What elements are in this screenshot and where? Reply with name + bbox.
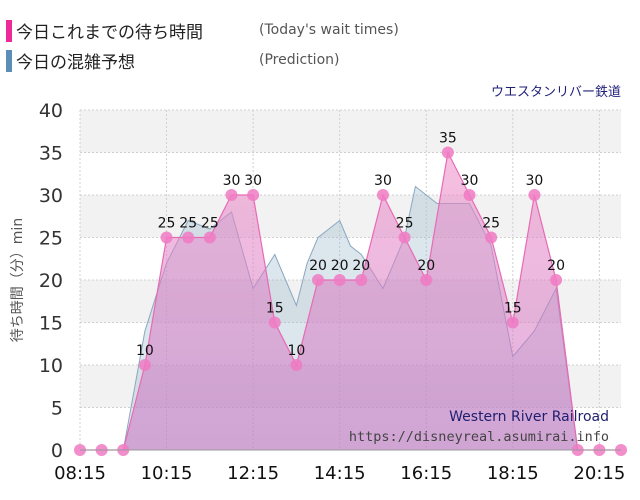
data-label: 10 xyxy=(287,343,305,359)
legend-actual-en: (Today's wait times) xyxy=(259,22,399,38)
actual-point xyxy=(290,359,303,371)
plot-band xyxy=(80,152,621,195)
x-tick-label: 10:15 xyxy=(141,463,193,484)
watermark-site-url: https://disneyreal.asumirai.info xyxy=(349,429,609,445)
data-label: 25 xyxy=(179,216,197,232)
data-label: 20 xyxy=(331,258,349,274)
data-label: 15 xyxy=(504,301,522,317)
actual-point xyxy=(333,274,346,286)
actual-point xyxy=(376,189,389,201)
x-tick-label: 14:15 xyxy=(314,463,366,484)
actual-point xyxy=(312,274,325,286)
data-label: 25 xyxy=(158,216,176,232)
data-label: 35 xyxy=(439,131,457,147)
legend-prediction: 今日の混雑予想 xyxy=(6,48,135,73)
data-label: 20 xyxy=(547,258,565,274)
y-tick-label: 5 xyxy=(51,398,63,420)
actual-point xyxy=(138,359,151,371)
legend-actual: 今日これまでの待ち時間 xyxy=(6,18,203,43)
actual-point xyxy=(203,231,216,244)
data-label: 25 xyxy=(482,216,500,232)
x-tick-label: 18:15 xyxy=(487,463,539,484)
data-label: 25 xyxy=(396,216,414,232)
plot-band xyxy=(80,110,621,153)
actual-point xyxy=(268,316,281,329)
data-label: 20 xyxy=(352,258,370,274)
x-tick-label: 20:15 xyxy=(573,463,625,484)
y-tick-label: 40 xyxy=(39,100,63,122)
actual-point xyxy=(225,189,238,201)
data-label: 15 xyxy=(266,301,284,317)
actual-point xyxy=(463,189,476,201)
y-tick-label: 25 xyxy=(39,228,63,250)
actual-point xyxy=(550,274,563,286)
data-label: 30 xyxy=(223,173,241,189)
actual-point xyxy=(160,231,173,244)
actual-point xyxy=(506,316,519,329)
data-label: 30 xyxy=(461,173,479,189)
data-label: 10 xyxy=(136,343,154,359)
data-label: 20 xyxy=(417,258,435,274)
actual-point xyxy=(355,274,368,286)
y-tick-label: 30 xyxy=(39,185,63,207)
actual-point xyxy=(182,231,195,244)
actual-point xyxy=(247,189,260,201)
x-tick-label: 08:15 xyxy=(54,463,106,484)
data-label: 30 xyxy=(374,173,392,189)
actual-point xyxy=(420,274,433,286)
y-tick-label: 0 xyxy=(51,440,63,462)
x-tick-label: 16:15 xyxy=(400,463,452,484)
watermark-attraction-en: Western River Railroad xyxy=(449,409,609,425)
data-label: 30 xyxy=(526,173,544,189)
data-label: 20 xyxy=(309,258,327,274)
actual-point xyxy=(441,146,454,159)
y-tick-label: 35 xyxy=(39,143,63,165)
attraction-title: ウエスタンリバー鉄道 xyxy=(491,85,621,100)
legend-prediction-en: (Prediction) xyxy=(259,52,340,68)
legend-prediction-swatch xyxy=(6,49,12,72)
y-tick-label: 20 xyxy=(39,270,63,292)
legend-prediction-label: 今日の混雑予想 xyxy=(16,53,135,73)
y-tick-label: 10 xyxy=(39,355,63,377)
actual-point xyxy=(528,189,541,201)
data-label: 25 xyxy=(201,216,219,232)
actual-point xyxy=(485,231,498,244)
actual-point xyxy=(398,231,411,244)
data-label: 30 xyxy=(244,173,262,189)
x-tick-label: 12:15 xyxy=(227,463,279,484)
y-tick-label: 15 xyxy=(39,313,63,335)
legend-actual-swatch xyxy=(6,19,12,42)
y-axis-label: 待ち時間（分）min xyxy=(10,218,26,342)
legend-actual-label: 今日これまでの待ち時間 xyxy=(16,23,203,43)
